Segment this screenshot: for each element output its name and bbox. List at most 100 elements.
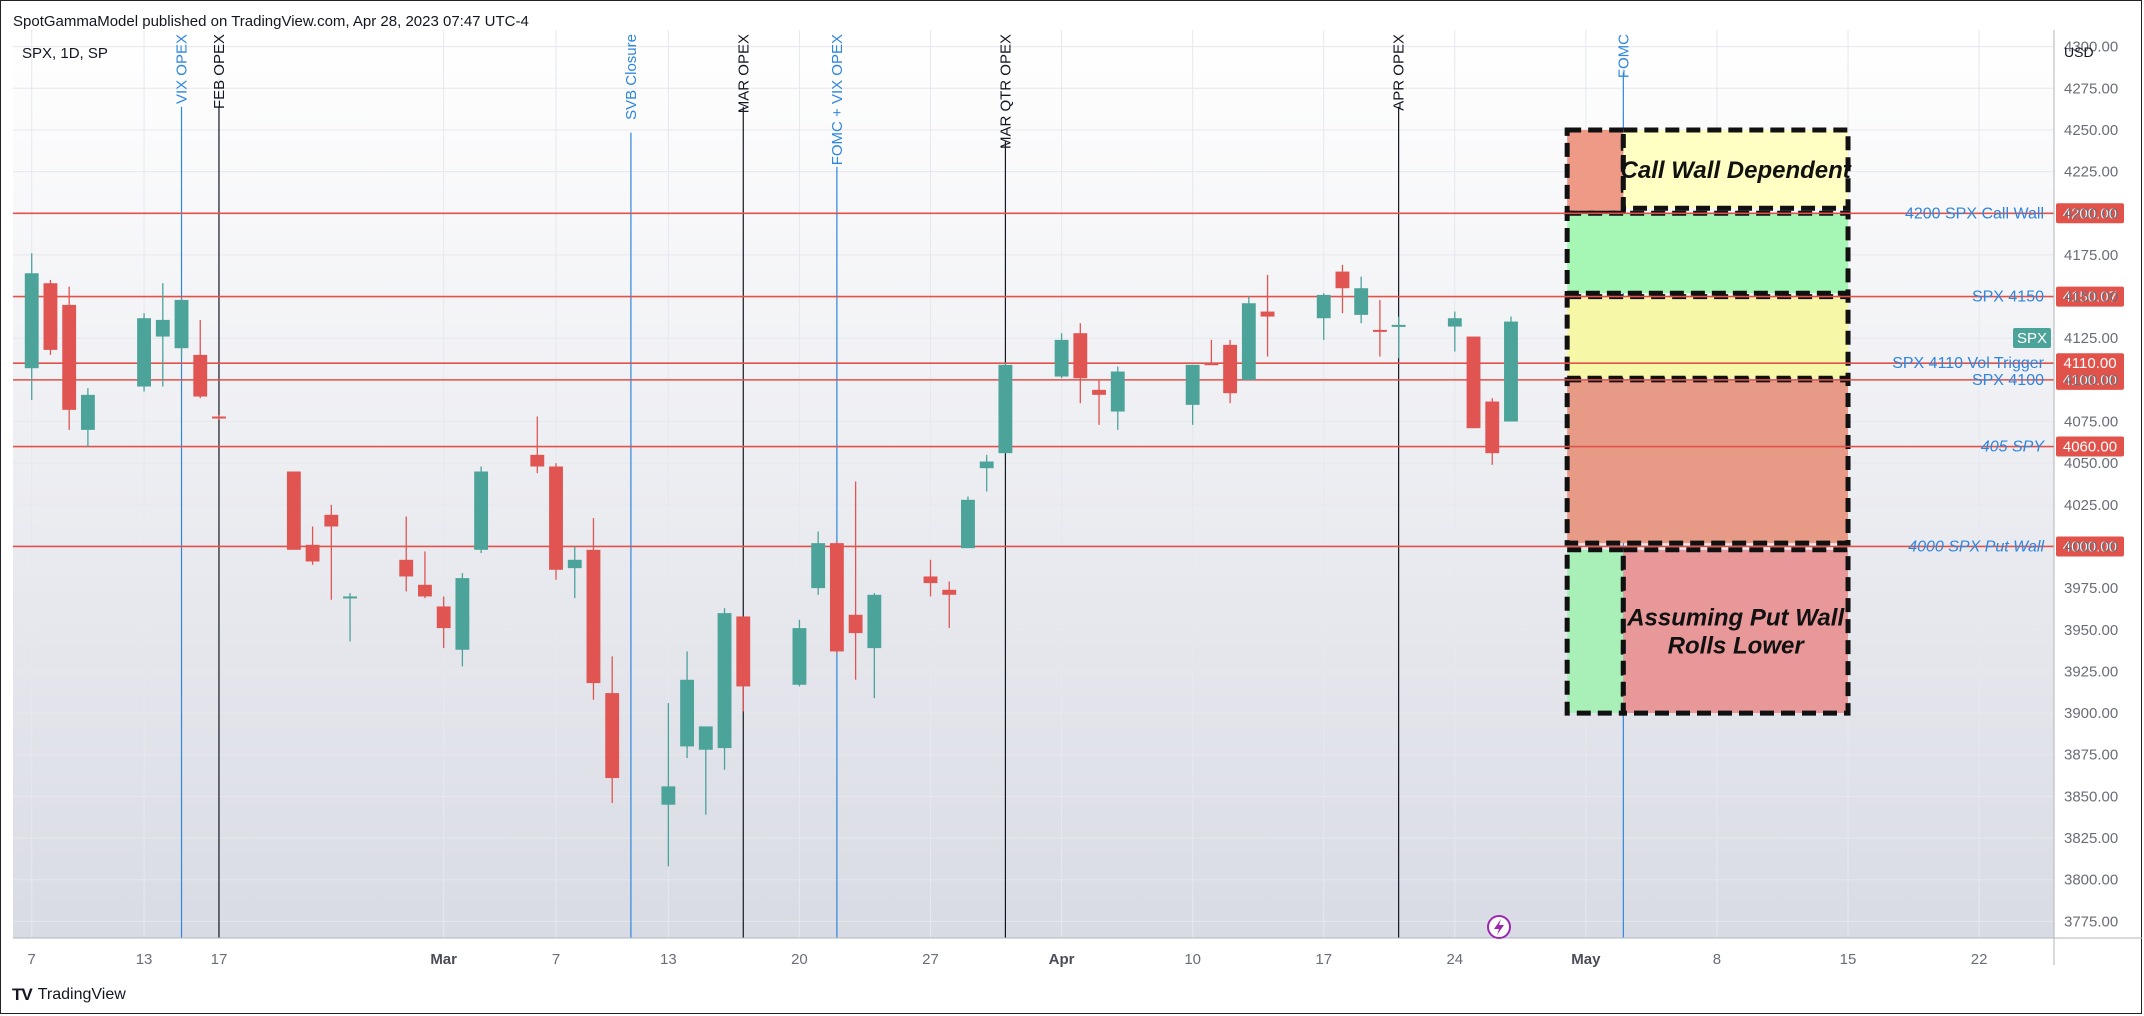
level-tag-bg-3 — [2056, 369, 2124, 390]
ticker-tag-label: SPX — [2017, 330, 2047, 347]
candle-body — [811, 543, 826, 589]
candle-2023-02-22[interactable] — [305, 526, 320, 565]
candle-2023-03-21[interactable] — [811, 531, 826, 595]
publisher-line: SpotGammaModel published on TradingView.… — [13, 13, 529, 30]
x-tick-label-0: 7 — [28, 951, 36, 968]
candle-body — [1204, 363, 1219, 366]
candle-body — [1466, 336, 1481, 429]
y-axis[interactable]: 4300.00 4275.00 4250.00 4225.00 4200.00 4175.… — [2064, 39, 2118, 931]
candle-2023-02-14[interactable] — [155, 283, 170, 387]
candle-2023-02-16[interactable] — [193, 319, 208, 399]
candle-2023-02-09[interactable] — [62, 286, 77, 430]
zone-label-1-0: Assuming Put Wall — [1626, 604, 1845, 631]
candle-2023-03-14[interactable] — [680, 651, 695, 759]
candle-2023-03-08[interactable] — [567, 546, 582, 599]
candle-2023-02-08[interactable] — [43, 279, 58, 355]
candle-2023-03-09[interactable] — [586, 518, 601, 700]
candle-body — [567, 559, 582, 569]
x-tick-label-8: Apr — [1049, 951, 1075, 968]
candle-2023-04-14[interactable] — [1260, 274, 1275, 357]
y-tick-label-21: 3775.00 — [2064, 913, 2118, 930]
candle-2023-02-07[interactable] — [24, 253, 39, 400]
candle-body — [1372, 329, 1387, 332]
candle-2023-04-12[interactable] — [1223, 339, 1238, 404]
candle-2023-02-27[interactable] — [399, 516, 414, 592]
candle-body — [1110, 371, 1125, 412]
candle-2023-04-18[interactable] — [1335, 264, 1350, 314]
event-label-3: MAR OPEX — [735, 34, 752, 113]
candle-body — [1054, 339, 1069, 377]
candle-2023-03-28[interactable] — [942, 581, 957, 629]
candle-2023-04-17[interactable] — [1316, 293, 1331, 340]
candle-body — [1335, 271, 1350, 289]
y-tick-label-15: 3925.00 — [2064, 663, 2118, 680]
candle-2023-04-26[interactable] — [1485, 398, 1500, 465]
level-tag-5: 4000.00 — [2063, 538, 2117, 555]
candle-2023-03-27[interactable] — [923, 559, 938, 597]
x-axis[interactable]: 7 13 17 Mar 7 13 20 27 Apr 10 17 24 May 8 15 22 — [28, 951, 1988, 968]
candle-2023-04-06[interactable] — [1110, 366, 1125, 430]
candle-body — [680, 679, 695, 747]
candle-body — [286, 471, 301, 550]
candle-2023-03-10[interactable] — [605, 656, 620, 804]
candle-2023-02-24[interactable] — [343, 593, 357, 642]
candle-2023-03-07[interactable] — [549, 463, 563, 580]
candle-2023-02-10[interactable] — [80, 388, 95, 447]
candle-2023-04-24[interactable] — [1447, 311, 1462, 352]
candle-body — [1504, 321, 1518, 422]
candle-body — [343, 596, 357, 599]
candle-2023-03-01[interactable] — [436, 596, 451, 649]
candle-2023-04-03[interactable] — [1054, 333, 1069, 379]
event-lines: VIX OPEX FEB OPEX SVB Closure MAR OPEX FOMC … — [174, 34, 1632, 938]
y-tick-label-13: 3975.00 — [2064, 580, 2118, 597]
candle-2023-03-17[interactable] — [736, 616, 751, 712]
candle-2023-03-02[interactable] — [455, 573, 470, 667]
candle-2023-03-15[interactable] — [698, 726, 713, 815]
candle-2023-04-13[interactable] — [1241, 296, 1256, 380]
candle-2023-03-13[interactable] — [661, 703, 676, 867]
candle-2023-04-21[interactable] — [1391, 316, 1406, 359]
candle-2023-02-15[interactable] — [174, 298, 189, 359]
candle-2023-03-31[interactable] — [998, 363, 1013, 454]
lightning-icon[interactable] — [1487, 915, 1511, 939]
candle-2023-04-19[interactable] — [1354, 276, 1369, 324]
candle-2023-02-28[interactable] — [418, 551, 432, 599]
candle-2023-04-25[interactable] — [1466, 336, 1481, 429]
candle-2023-04-04[interactable] — [1073, 323, 1088, 404]
candle-2023-03-24[interactable] — [867, 593, 882, 699]
candle-2023-02-13[interactable] — [137, 313, 152, 392]
y-tick-label-9: 4075.00 — [2064, 414, 2118, 431]
y-tick-label-18: 3850.00 — [2064, 788, 2118, 805]
y-tick-label-3: 4225.00 — [2064, 164, 2118, 181]
candle-body — [998, 364, 1013, 454]
y-tick-label-19: 3825.00 — [2064, 830, 2118, 847]
candles[interactable] — [24, 253, 1518, 867]
candle-2023-03-30[interactable] — [979, 454, 994, 492]
candle-2023-04-05[interactable] — [1092, 379, 1106, 425]
event-label-4: FOMC + VIX OPEX — [829, 34, 846, 165]
candle-2023-03-23[interactable] — [848, 481, 863, 680]
candle-2023-04-10[interactable] — [1185, 364, 1200, 425]
candle-2023-04-27[interactable] — [1504, 316, 1518, 422]
x-tick-label-2: 17 — [211, 951, 228, 968]
y-tick-label-6: 4150.00 — [2064, 289, 2118, 306]
candle-2023-03-06[interactable] — [530, 416, 545, 474]
candle-body — [792, 628, 807, 685]
candle-2023-03-16[interactable] — [717, 608, 732, 770]
candle-2023-04-11[interactable] — [1204, 339, 1219, 366]
candle-2023-02-21[interactable] — [286, 471, 301, 550]
candle-2023-03-22[interactable] — [829, 541, 844, 654]
y-tick-label-17: 3875.00 — [2064, 747, 2118, 764]
candle-body — [717, 613, 732, 749]
candle-2023-02-17[interactable] — [212, 414, 226, 420]
x-tick-label-10: 17 — [1315, 951, 1332, 968]
candle-body — [530, 454, 545, 467]
candle-2023-03-29[interactable] — [961, 496, 975, 549]
candle-2023-03-03[interactable] — [474, 466, 489, 554]
zone-label-0-0: Call Wall Dependent — [1621, 157, 1852, 184]
zone-6 — [1620, 547, 1851, 716]
candle-2023-03-20[interactable] — [792, 619, 807, 687]
candle-2023-04-20[interactable] — [1372, 299, 1387, 357]
candle-2023-02-23[interactable] — [324, 504, 339, 600]
